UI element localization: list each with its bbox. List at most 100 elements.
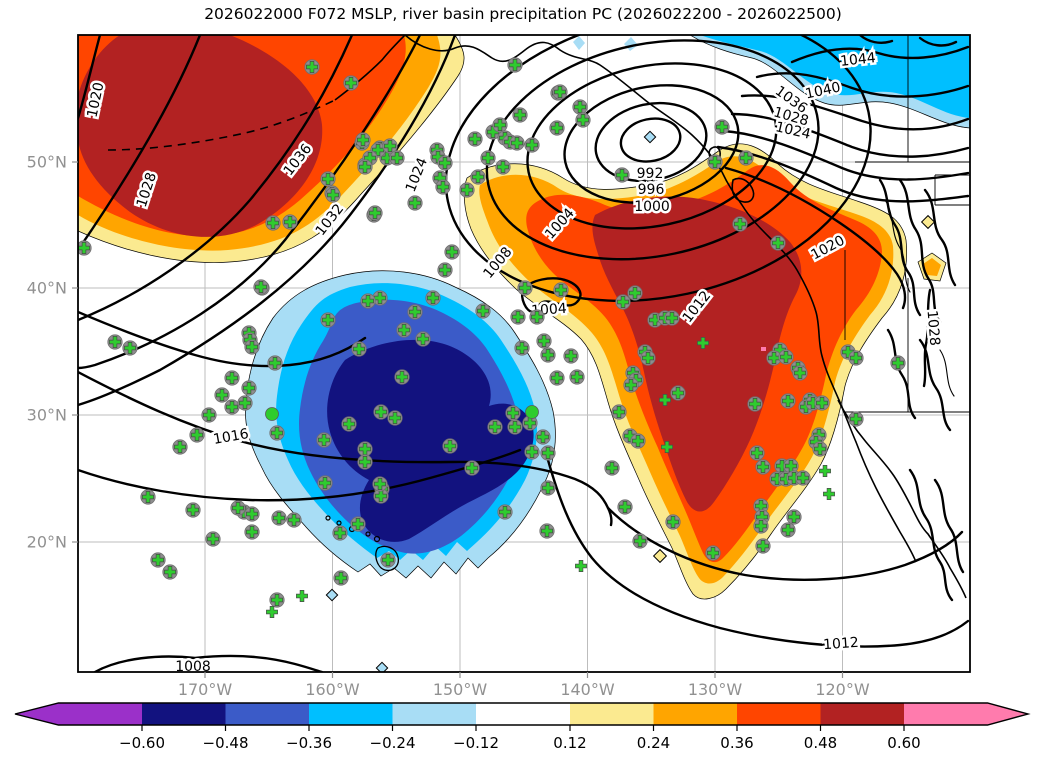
plus-marker-icon [409,306,421,318]
plus-marker-icon [509,59,521,71]
plus-marker-icon [374,478,386,490]
colorbar-outline [14,702,1031,726]
blob-ne-specks [573,36,638,51]
plus-marker-icon [327,189,339,201]
plus-marker-icon [246,508,258,520]
plus-marker-icon [255,281,267,293]
blob-ne-cyan [700,35,970,118]
plus-marker-icon [375,406,387,418]
plus-marker-icon [269,357,281,369]
station-dot-icon [265,407,279,421]
plus-marker-icon [797,472,809,484]
plus-marker-icon [551,122,563,134]
plus-marker-icon [823,488,835,500]
political-borders [843,35,970,413]
plus-marker-icon [514,109,526,121]
plus-marker-icon [334,527,346,539]
chart-title: 2026022000 F072 MSLP, river basin precip… [204,5,842,23]
plus-marker-icon [391,152,403,164]
y-tick-label: 30°N [27,406,67,425]
plus-marker-icon [734,218,746,230]
coast-gulf-of-alaska [404,35,723,173]
plus-marker-icon [319,477,331,489]
low-center-contours [444,35,872,303]
plus-marker-icon [427,292,439,304]
plus-marker-icon [216,389,228,401]
plus-marker-icon [772,237,784,249]
plus-marker-icon [306,61,318,73]
plus-marker-icon [499,506,511,518]
colorbar-right-arrow [987,703,1028,725]
plus-marker-icon [482,152,494,164]
colorbar-segment [476,703,570,725]
plus-marker-icon [782,395,794,407]
diamond-yellow-icon [652,548,668,564]
plus-marker-icon [554,86,566,98]
plus-marker-icon [246,526,258,538]
plus-marker-icon [542,482,554,494]
plus-marker-icon [389,412,401,424]
plus-marker-icon [239,397,251,409]
plus-marker-icon [634,535,646,547]
colorbar-tick-label: −0.12 [453,734,499,752]
plus-marker-icon [203,409,215,421]
plus-marker-icon [606,462,618,474]
diamond-blue-icon [375,661,389,672]
y-tick-label: 20°N [27,533,67,552]
plus-marker-icon [191,429,203,441]
plus-marker-icon [164,566,176,578]
plus-marker-icon [497,161,509,173]
plus-marker-icon [345,77,357,89]
plus-marker-icon [794,367,806,379]
plus-marker-icon [322,314,334,326]
plus-marker-icon [461,184,473,196]
plus-marker-icon [446,246,458,258]
blob-speck-pink [761,347,766,351]
plus-marker-icon [542,349,554,361]
plus-marker-icon [537,431,549,443]
colorbar-segment [392,703,476,725]
plus-marker-icon [672,387,684,399]
y-tick-label: 40°N [27,279,67,298]
plus-marker-icon [619,501,631,513]
plus-marker-icon [352,518,364,530]
colorbar-tick-label: −0.36 [286,734,332,752]
plus-marker-icon [267,217,279,229]
plus-marker-icon [477,305,489,317]
plus-marker-icon [271,594,283,606]
plus-marker-icon [642,352,654,364]
plus-marker-icon [816,397,828,409]
colorbar-segment [142,703,226,725]
colorbar-segment [309,703,393,725]
coast-hawaii [325,515,399,572]
plus-marker-icon [343,418,355,430]
colorbar-tick-label: −0.24 [370,734,416,752]
colorbar: −0.60 −0.48 −0.36 −0.24 −0.12 0.12 0.24 0.36 0.4… [14,702,1031,752]
plus-marker-icon [472,171,484,183]
plus-marker-icon [318,434,330,446]
plus-marker-icon [375,490,387,502]
plus-marker-icon [780,351,792,363]
plus-marker-icon [109,336,121,348]
plus-marker-icon [396,371,408,383]
plus-marker-icon [335,572,347,584]
plus-marker-icon [152,554,164,566]
plus-marker-icon [359,161,371,173]
plus-marker-icon [409,197,421,209]
x-tick-label: 150°W [433,680,488,699]
plus-marker-icon [819,465,831,477]
plus-marker-icon [382,554,394,566]
plus-marker-icon [288,514,300,526]
plus-marker-icon [174,441,186,453]
plus-marker-icon [519,282,531,294]
plus-marker-icon [814,443,826,455]
plus-marker-icon [357,134,369,146]
plus-marker-icon [616,169,628,181]
contour-label: 992 [637,166,664,182]
plus-marker-icon [709,156,721,168]
plus-marker-icon [232,502,244,514]
plus-marker-icon [526,446,538,458]
plus-marker-icon [466,462,478,474]
